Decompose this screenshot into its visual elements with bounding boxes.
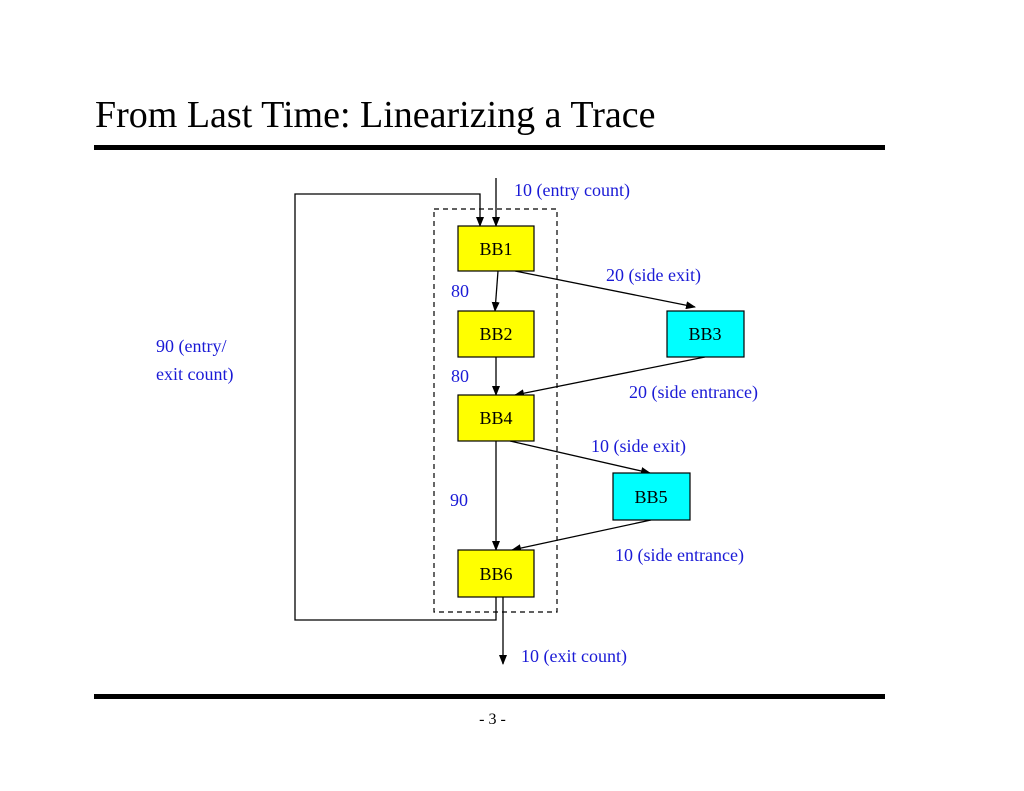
block-bb4-label: BB4 xyxy=(479,408,512,428)
edge-bb4-bb5 xyxy=(509,440,651,475)
label-exit-count: 10 (exit count) xyxy=(521,646,627,667)
block-bb2-label: BB2 xyxy=(479,324,512,344)
label-loop-count-line2: exit count) xyxy=(156,364,233,385)
slide-title: From Last Time: Linearizing a Trace xyxy=(95,94,656,136)
label-side-exit-2: 10 (side exit) xyxy=(591,436,686,457)
label-side-entrance-2: 10 (side entrance) xyxy=(615,545,744,566)
block-bb6: BB6 xyxy=(457,549,535,598)
label-side-exit-1: 20 (side exit) xyxy=(606,265,701,286)
block-bb3: BB3 xyxy=(666,310,745,358)
block-bb5-label: BB5 xyxy=(634,487,667,507)
block-bb5: BB5 xyxy=(612,472,691,521)
footer-rule xyxy=(94,694,885,699)
loop-back-edge xyxy=(294,193,497,621)
title-rule xyxy=(94,145,885,150)
block-bb3-label: BB3 xyxy=(688,324,721,344)
label-bb2-bb4: 80 xyxy=(451,366,469,386)
block-bb1-label: BB1 xyxy=(479,239,512,259)
block-bb4: BB4 xyxy=(457,394,535,442)
label-loop-count-line1: 90 (entry/ xyxy=(156,336,226,357)
block-bb1: BB1 xyxy=(457,225,535,272)
edge-bb1-bb3 xyxy=(514,270,696,310)
edge-bb5-bb6 xyxy=(511,519,652,553)
page-number: - 3 - xyxy=(479,711,506,728)
label-side-entrance-1: 20 (side entrance) xyxy=(629,382,758,403)
edge-bb1-bb2 xyxy=(491,270,500,312)
label-bb4-bb6: 90 xyxy=(450,490,468,510)
edge-bb3-bb4 xyxy=(514,356,706,398)
label-bb1-bb2: 80 xyxy=(451,281,469,301)
block-bb2: BB2 xyxy=(457,310,535,358)
block-bb6-label: BB6 xyxy=(479,564,512,584)
label-entry-count: 10 (entry count) xyxy=(514,180,630,201)
